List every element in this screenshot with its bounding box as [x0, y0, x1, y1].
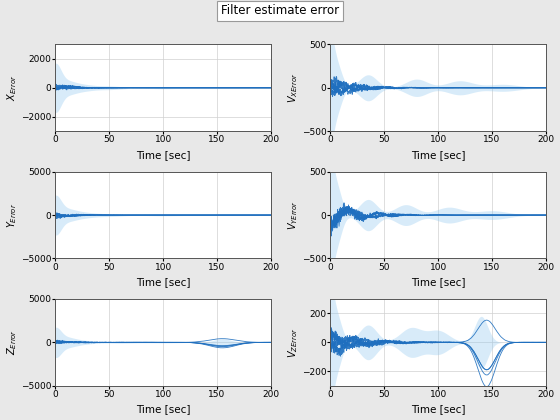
Y-axis label: $Z_{Error}$: $Z_{Error}$ — [6, 329, 20, 355]
Y-axis label: $Y_{Error}$: $Y_{Error}$ — [6, 202, 20, 228]
X-axis label: Time [sec]: Time [sec] — [411, 150, 465, 160]
Y-axis label: $V_{YError}$: $V_{YError}$ — [286, 200, 300, 230]
X-axis label: Time [sec]: Time [sec] — [136, 277, 190, 287]
X-axis label: Time [sec]: Time [sec] — [136, 404, 190, 415]
Text: Filter estimate error: Filter estimate error — [221, 4, 339, 17]
X-axis label: Time [sec]: Time [sec] — [411, 277, 465, 287]
Y-axis label: $V_{ZError}$: $V_{ZError}$ — [287, 327, 300, 358]
X-axis label: Time [sec]: Time [sec] — [411, 404, 465, 415]
X-axis label: Time [sec]: Time [sec] — [136, 150, 190, 160]
Y-axis label: $V_{XError}$: $V_{XError}$ — [286, 73, 300, 103]
Y-axis label: $X_{Error}$: $X_{Error}$ — [6, 75, 20, 101]
